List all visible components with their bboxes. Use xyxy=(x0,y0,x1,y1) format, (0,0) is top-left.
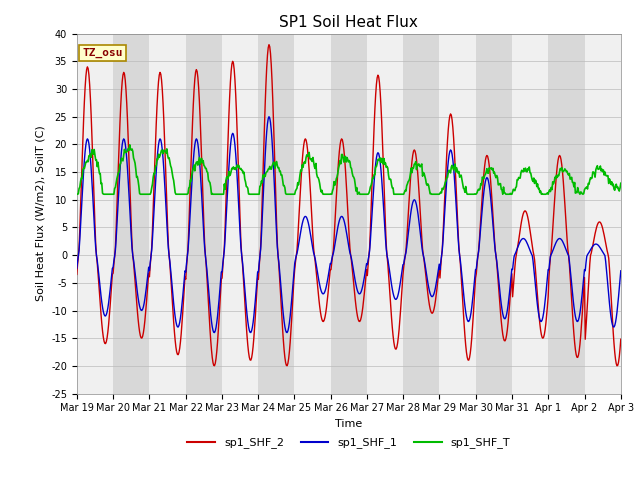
Bar xyxy=(476,34,512,394)
Title: SP1 Soil Heat Flux: SP1 Soil Heat Flux xyxy=(280,15,418,30)
Bar xyxy=(548,34,584,394)
X-axis label: Time: Time xyxy=(335,419,362,429)
Bar xyxy=(186,34,222,394)
Bar xyxy=(403,34,440,394)
Bar xyxy=(113,34,149,394)
Bar xyxy=(222,34,258,394)
Text: TZ_osu: TZ_osu xyxy=(82,48,123,58)
Bar xyxy=(440,34,476,394)
Bar xyxy=(77,34,113,394)
Bar xyxy=(294,34,331,394)
Y-axis label: Soil Heat Flux (W/m2), SoilT (C): Soil Heat Flux (W/m2), SoilT (C) xyxy=(36,126,45,301)
Bar xyxy=(149,34,186,394)
Bar xyxy=(512,34,548,394)
Bar xyxy=(367,34,403,394)
Legend: sp1_SHF_2, sp1_SHF_1, sp1_SHF_T: sp1_SHF_2, sp1_SHF_1, sp1_SHF_T xyxy=(183,433,515,453)
Bar xyxy=(258,34,294,394)
Bar xyxy=(584,34,621,394)
Bar xyxy=(331,34,367,394)
